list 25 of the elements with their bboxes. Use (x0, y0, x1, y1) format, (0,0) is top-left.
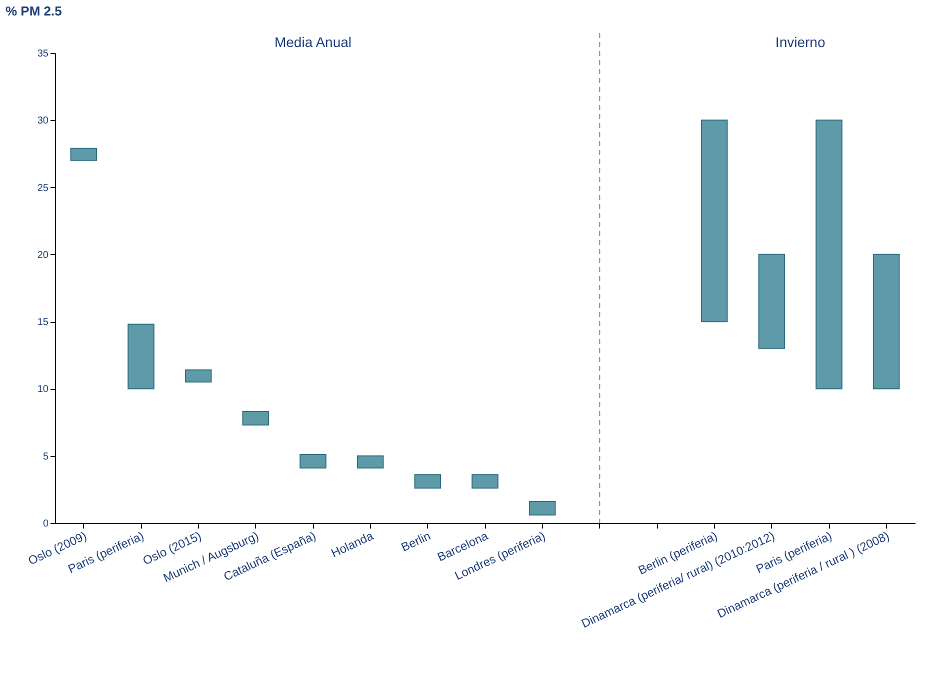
bar (300, 454, 326, 468)
y-tick-label: 10 (37, 384, 49, 396)
y-tick-label: 5 (42, 451, 49, 462)
bar (816, 120, 842, 390)
text: Media Anual (274, 34, 352, 50)
y-tick-label: 0 (42, 518, 49, 530)
y-tick-label: 35 (37, 48, 49, 60)
bar (758, 254, 786, 349)
y-axis-title: % PM 2.5 (6, 4, 62, 18)
y-tick-label: 30 (37, 116, 49, 127)
bar (528, 501, 556, 516)
y-tick-label: 15 (37, 317, 49, 328)
bar (700, 120, 728, 322)
bar (872, 254, 900, 390)
text: Invierno (775, 34, 826, 50)
bar (242, 411, 270, 426)
y-tick-label: 20 (37, 250, 49, 261)
bar (184, 369, 212, 382)
bar (128, 324, 154, 390)
bar (356, 455, 384, 468)
bar (70, 148, 98, 161)
y-tick-label: 25 (37, 182, 49, 194)
bar (414, 474, 442, 489)
bar (472, 474, 498, 489)
x-tick-label: Berlin (399, 528, 433, 554)
